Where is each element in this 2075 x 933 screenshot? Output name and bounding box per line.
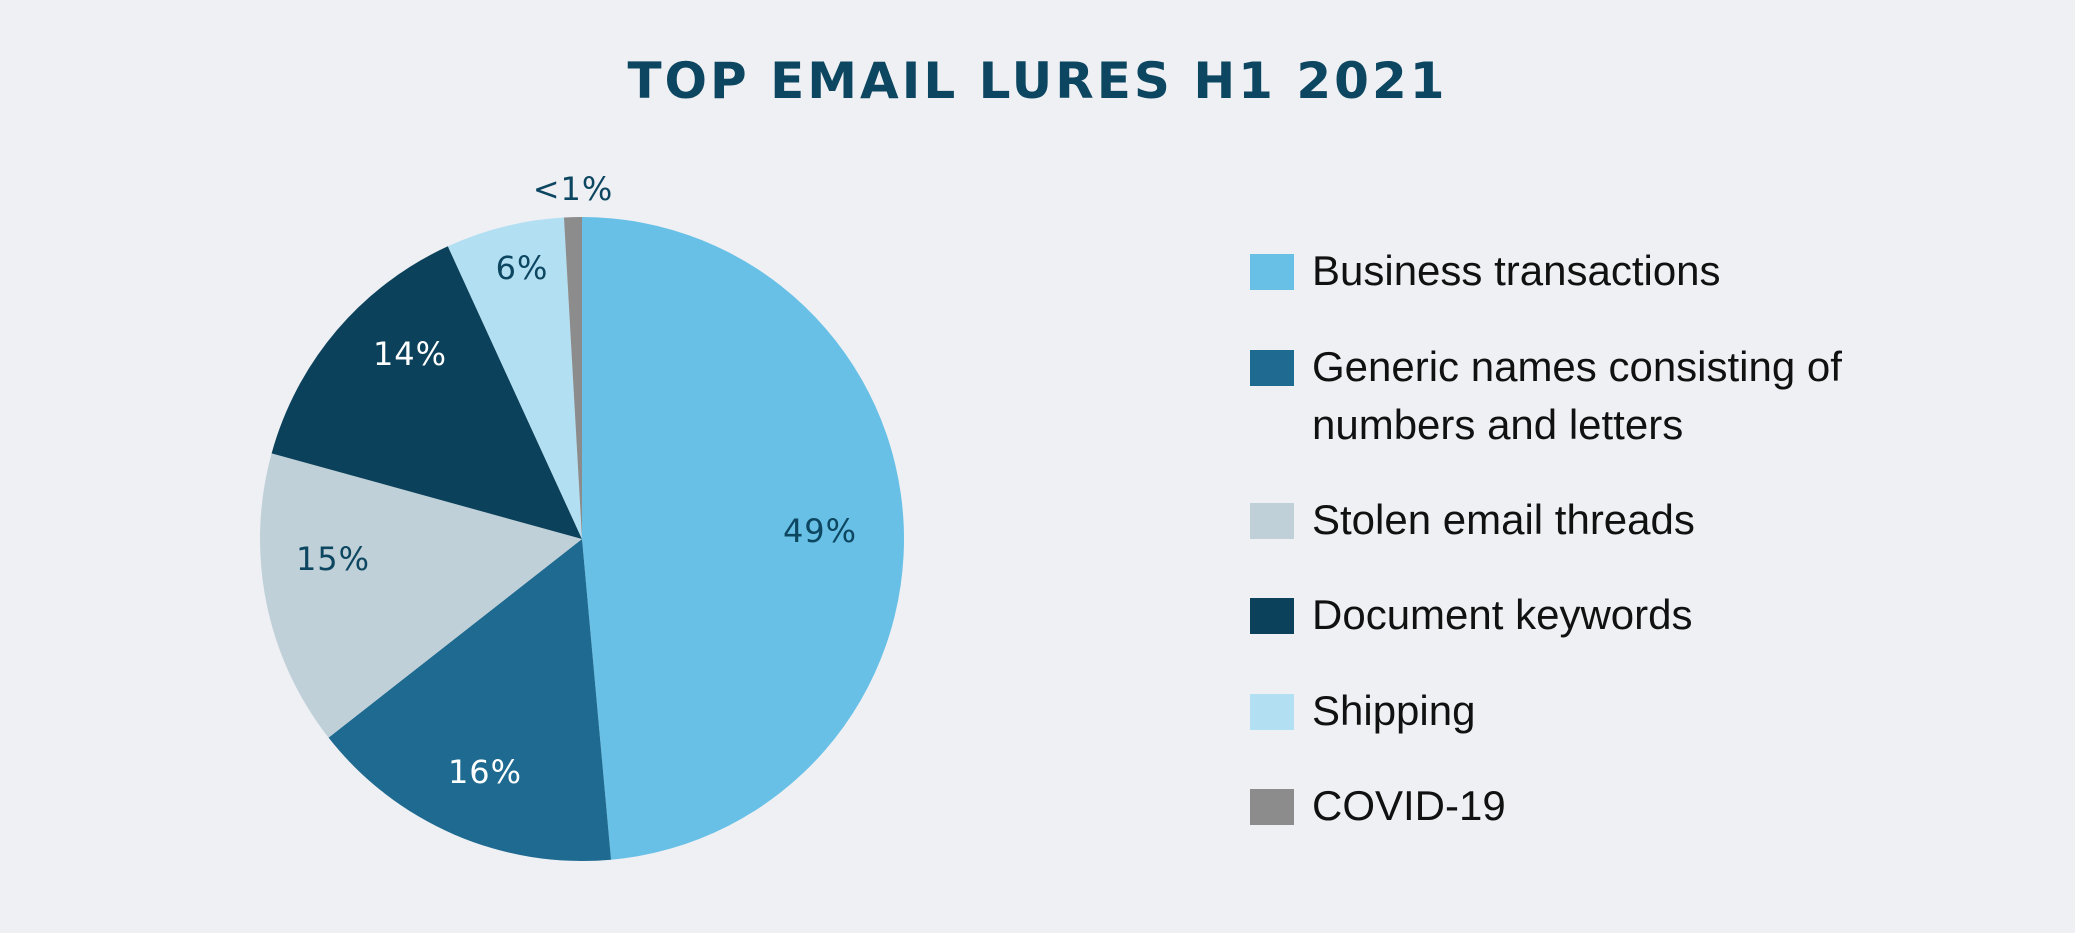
pie-slices <box>260 217 905 861</box>
pie-slice-covid <box>563 217 582 539</box>
legend-label: Shipping <box>1312 687 1476 734</box>
slice-label-stolen: 15% <box>296 540 370 578</box>
chart-title: TOP EMAIL LURES H1 2021 <box>627 52 1448 110</box>
pie-slice-document <box>271 246 582 540</box>
legend-swatch <box>1250 598 1294 634</box>
legend-swatch <box>1250 503 1294 539</box>
legend-item-business: Business transactions <box>1250 247 1950 300</box>
legend-item-document: Document keywords <box>1250 591 1950 644</box>
legend-item-shipping: Shipping <box>1250 687 1950 740</box>
slice-label-generic: 16% <box>448 753 522 791</box>
pie-slice-business <box>582 217 905 860</box>
legend-swatch <box>1250 694 1294 730</box>
legend-item-covid: COVID-19 <box>1250 782 1950 835</box>
legend-item-generic: Generic names consisting of numbers and … <box>1250 343 1870 454</box>
pie-labels: 49% 16% 15% 14% 6% <1% <box>296 170 857 791</box>
legend-label: Stolen email threads <box>1312 496 1695 543</box>
legend-label: Business transactions <box>1312 247 1721 294</box>
pie-slice-shipping <box>447 217 582 540</box>
legend-swatch <box>1250 254 1294 290</box>
slice-label-covid: <1% <box>533 170 614 208</box>
legend-swatch <box>1250 789 1294 825</box>
legend-swatch <box>1250 350 1294 386</box>
slice-label-business: 49% <box>783 512 857 550</box>
slice-label-document: 14% <box>373 335 447 373</box>
legend-label: Generic names consisting of numbers and … <box>1312 343 1842 448</box>
legend-label: Document keywords <box>1312 591 1693 638</box>
slice-label-shipping: 6% <box>496 249 549 287</box>
pie-slice-generic <box>328 539 612 861</box>
legend-item-stolen: Stolen email threads <box>1250 496 1950 549</box>
legend-label: COVID-19 <box>1312 782 1506 829</box>
pie-slice-stolen <box>260 453 582 738</box>
